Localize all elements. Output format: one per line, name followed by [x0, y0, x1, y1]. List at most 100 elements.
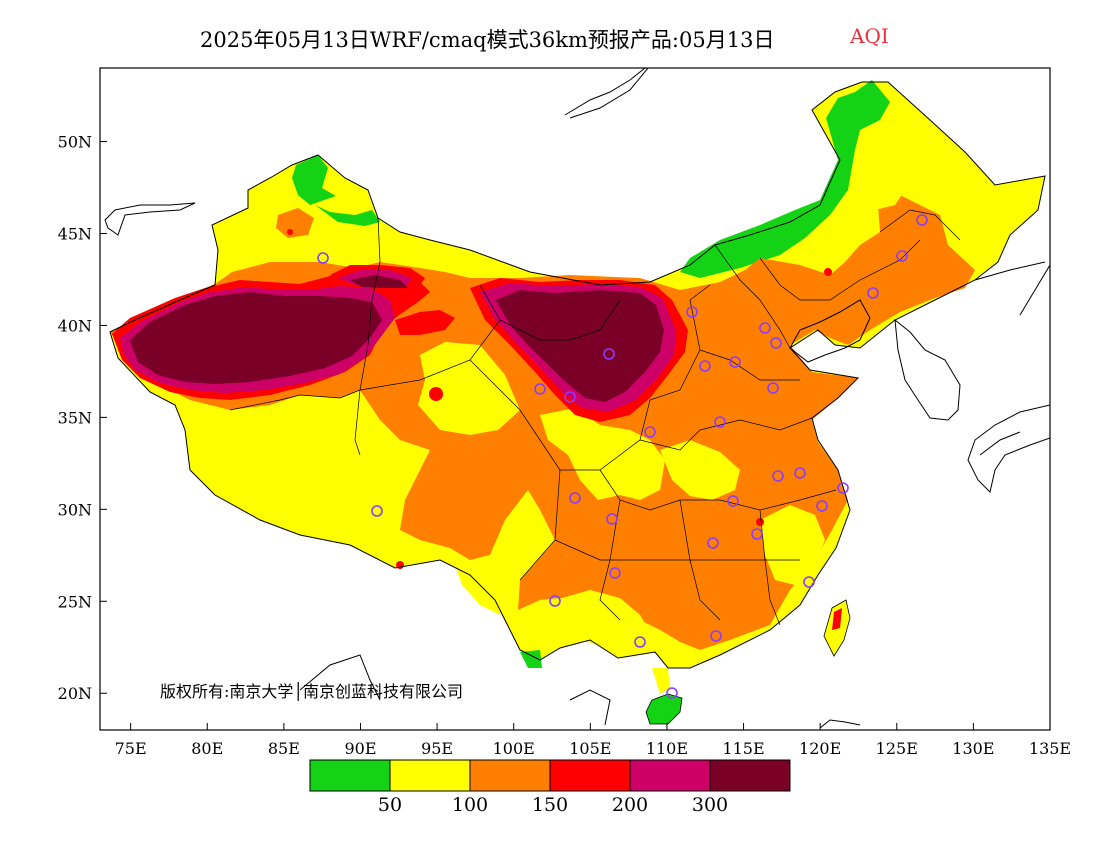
hainan-border — [645, 693, 683, 725]
taiwan-border — [823, 599, 851, 657]
aqi-field-good-northwest — [292, 155, 336, 205]
legend-swatch — [389, 759, 471, 792]
legend-label: 300 — [692, 794, 728, 816]
lon-tick-label: 75E — [115, 739, 147, 758]
city-marker — [644, 426, 656, 438]
city-marker — [867, 287, 879, 299]
aqi-field-moderate-plateau — [418, 342, 520, 435]
city-marker — [896, 250, 908, 262]
province-borders — [229, 209, 961, 626]
russia-border — [564, 68, 649, 119]
city-marker — [710, 630, 722, 642]
bohai-coast — [789, 299, 871, 363]
city-marker — [371, 505, 383, 517]
title-variable: AQI — [850, 24, 889, 48]
map-content — [104, 68, 1050, 729]
hainan-island — [646, 694, 682, 724]
city-marker — [916, 214, 928, 226]
city-marker — [603, 348, 615, 360]
lon-tick-label: 95E — [421, 739, 453, 758]
city-marker — [729, 356, 741, 368]
southeast-asia-coast — [299, 654, 861, 729]
lon-tick-label: 125E — [876, 739, 918, 758]
city-marker — [772, 470, 784, 482]
city-marker — [549, 595, 561, 607]
city-marker — [634, 636, 646, 648]
city-marker — [794, 467, 806, 479]
copyright-text: 版权所有:南京大学│南京创蓝科技有限公司 — [160, 681, 463, 701]
lon-tick-label: 115E — [722, 739, 764, 758]
legend-swatch — [549, 759, 631, 792]
city-marker — [534, 383, 546, 395]
map-frame — [99, 67, 1051, 731]
lat-tick-label: 45N — [58, 225, 92, 244]
lat-tick-label: 25N — [58, 592, 92, 611]
aqi-field-unhealthy-hexi — [395, 310, 455, 335]
lon-tick-label: 100E — [493, 739, 535, 758]
map-title: 2025年05月13日WRF/cmaq模式36km预报产品:05月13日 AQI — [0, 18, 1100, 54]
korea-peninsula — [894, 318, 961, 421]
aqi-field-good-altai — [315, 205, 380, 226]
aqi-field-good-northeast — [680, 80, 890, 278]
taiwan-hotspot — [832, 608, 842, 630]
lon-tick-label: 110E — [646, 739, 688, 758]
city-marker — [759, 322, 771, 334]
aqi-hotspot-hunan — [756, 518, 764, 526]
city-marker — [707, 537, 719, 549]
city-marker — [803, 576, 815, 588]
legend-label: 100 — [452, 794, 488, 816]
map-axes: 20N 25N 30N 35N 40N 45N 50N 75E 80E 85E 90E 95E 100E… — [58, 133, 1071, 758]
legend-label: 150 — [532, 794, 568, 816]
city-marker — [317, 252, 329, 264]
aqi-field-moderate-tibet — [190, 402, 415, 530]
lat-tick-label: 30N — [58, 500, 92, 519]
aqi-field-moderate-south — [552, 590, 655, 652]
city-marker — [727, 495, 739, 507]
aqi-field-moderate-east — [760, 505, 825, 585]
city-marker — [770, 337, 782, 349]
legend-label: 50 — [378, 794, 402, 816]
city-marker — [816, 500, 828, 512]
aqi-field-hazardous-taklimakan — [130, 292, 382, 384]
city-marker — [751, 528, 763, 540]
aqi-field-hazardous-hami — [350, 275, 408, 288]
leizhou-peninsula — [652, 668, 670, 694]
city-marker — [837, 482, 849, 494]
legend-label: 200 — [612, 794, 648, 816]
aqi-field-moderate-central — [660, 440, 740, 500]
lon-tick-label: 80E — [191, 739, 223, 758]
lat-tick-label: 20N — [58, 684, 92, 703]
city-marker — [606, 513, 618, 525]
kazakh-caspian-coast — [104, 202, 196, 236]
city-marker — [714, 416, 726, 428]
city-marker — [569, 492, 581, 504]
aqi-field-moderate-sichuan — [540, 408, 665, 500]
lon-tick-label: 85E — [268, 739, 300, 758]
aqi-hotspot-junggar — [276, 208, 314, 238]
lat-tick-label: 40N — [58, 316, 92, 335]
lon-tick-label: 135E — [1029, 739, 1071, 758]
lon-tick-label: 120E — [799, 739, 841, 758]
legend-swatch — [469, 759, 551, 792]
aqi-hotspot-liaoning — [824, 268, 832, 276]
city-marker — [564, 391, 576, 403]
lon-tick-label: 105E — [569, 739, 611, 758]
lat-tick-label: 35N — [58, 408, 92, 427]
city-marker — [609, 567, 621, 579]
title-main: 2025年05月13日WRF/cmaq模式36km预报产品:05月13日 — [200, 28, 775, 52]
city-marker — [686, 306, 698, 318]
city-markers — [317, 214, 928, 699]
japan-islands — [967, 261, 1050, 493]
aqi-field-hazardous-gobi — [496, 290, 664, 402]
lon-tick-label: 130E — [952, 739, 994, 758]
legend-swatch — [629, 759, 711, 792]
aqi-hotspot-xinjiang — [287, 229, 293, 235]
legend-swatch — [309, 759, 391, 792]
lon-tick-label: 90E — [344, 739, 376, 758]
aqi-field-moderate-northeast — [858, 175, 905, 210]
lat-tick-label: 50N — [58, 133, 92, 152]
legend-swatch — [709, 759, 791, 792]
city-marker — [767, 382, 779, 394]
aqi-hotspot-qaidam — [429, 387, 443, 401]
